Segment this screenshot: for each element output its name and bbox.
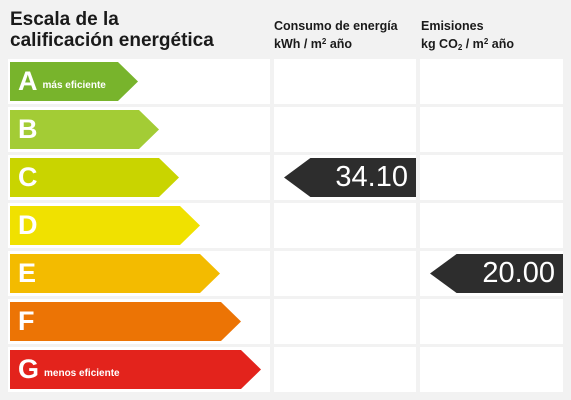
- rating-letter: E: [18, 258, 37, 288]
- rating-letter: B: [18, 114, 38, 144]
- rating-cell: [420, 107, 563, 152]
- consumo-header-unit: kWh / m2 año: [274, 37, 353, 51]
- rating-arrow-f: F: [10, 302, 241, 341]
- rating-cell: [274, 347, 416, 392]
- emisiones-value-marker: 20.00: [430, 254, 563, 293]
- rating-arrow-d: D: [10, 206, 200, 245]
- rating-letter: G: [18, 354, 40, 384]
- rating-description: más eficiente: [42, 80, 106, 91]
- chart-title: Escala de la calificación energética: [10, 9, 214, 51]
- rating-cell: [274, 251, 416, 296]
- rating-row-d: D: [0, 203, 571, 248]
- rating-letter: C: [18, 162, 38, 192]
- rating-cell: [274, 59, 416, 104]
- rating-row-f: F: [0, 299, 571, 344]
- emisiones-header: Emisiones kg CO2 / m2 año: [421, 18, 514, 56]
- rating-description: menos eficiente: [44, 368, 120, 379]
- rating-row-e: E 20.00: [0, 251, 571, 296]
- rating-cell: [420, 155, 563, 200]
- rating-cell: [274, 299, 416, 344]
- rating-cell: [420, 299, 563, 344]
- title-line-1: Escala de la: [10, 9, 119, 30]
- rating-cell: [420, 203, 563, 248]
- emisiones-header-unit: kg CO2 / m2 año: [421, 37, 514, 52]
- rating-cell: [420, 59, 563, 104]
- consumo-header: Consumo de energía kWh / m2 año: [274, 18, 398, 52]
- consumo-header-label: Consumo de energía: [274, 19, 398, 33]
- rating-arrow-e: E: [10, 254, 220, 293]
- rating-row-b: B: [0, 107, 571, 152]
- rating-cell: [274, 203, 416, 248]
- rating-letter: F: [18, 306, 35, 336]
- rating-cell: [420, 347, 563, 392]
- rating-arrow-c: C: [10, 158, 179, 197]
- title-line-2: calificación energética: [10, 30, 214, 51]
- rating-letter: A: [18, 66, 38, 96]
- rating-cell: [274, 107, 416, 152]
- rating-arrow-b: B: [10, 110, 159, 149]
- consumo-value-marker: 34.10: [284, 158, 416, 197]
- rating-row-c: C 34.10: [0, 155, 571, 200]
- rating-letter: D: [18, 210, 38, 240]
- emisiones-header-label: Emisiones: [421, 19, 484, 33]
